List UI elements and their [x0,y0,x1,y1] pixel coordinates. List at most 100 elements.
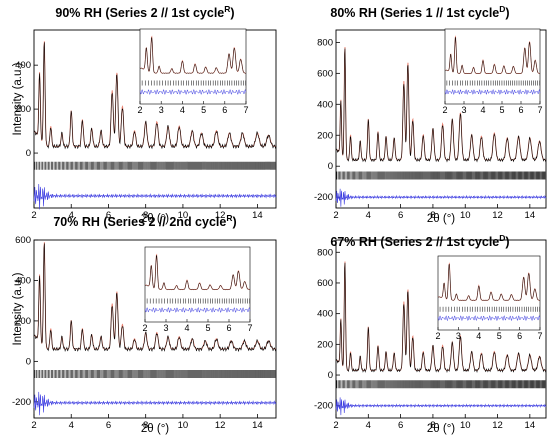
x-tick-label: 2 [31,420,36,431]
y-tick-label: -200 [12,397,31,408]
chart-title-main: 70% RH (Series 2 // 2nd cycle [53,215,226,229]
x-tick-label: 14 [525,210,536,221]
plot-frame [33,239,277,419]
y-tick-label: 600 [317,278,333,289]
y-tick-label: 600 [15,235,31,246]
inset-x-tick-label: 6 [222,105,227,115]
inset-x-tick-label: 5 [499,105,504,115]
x-tick-label: 14 [525,420,536,431]
y-tick-label: 800 [317,37,333,48]
x-axis-label: 2θ (°) [141,423,169,435]
x-tick-label: 12 [492,210,503,221]
x-tick-label: 12 [215,210,226,221]
inset-x-tick-label: 2 [142,323,147,333]
inset-x-tick-label: 3 [456,331,461,341]
x-tick-label: 4 [366,210,371,221]
inset-x-tick-label: 2 [435,331,440,341]
y-tick-label: 800 [317,247,333,258]
inset-x-tick-label: 3 [461,105,466,115]
inset-x-tick-label: 7 [247,323,252,333]
y-tick-label: -200 [314,401,333,412]
chart-title-main: 80% RH (Series 1 // 1st cycle [330,6,499,20]
x-tick-label: 12 [492,420,503,431]
inset-x-tick-label: 6 [517,331,522,341]
observed-profile-line [33,42,277,150]
x-tick-label: 2 [333,210,338,221]
x-axis-label: 2θ (°) [427,423,455,435]
difference-curve-line [33,184,277,210]
observed-profile-line [33,243,277,353]
y-tick-label: 0 [328,161,333,172]
chart-title-superscript: R [224,4,230,14]
inset-observed-line [139,36,247,74]
chart-title-close: ) [230,6,234,20]
x-tick-label: 4 [366,420,371,431]
observed-profile-line [335,48,547,163]
y-tick-label: 200 [15,104,31,115]
x-tick-label: 4 [69,420,74,431]
inset-x-tick-label: 4 [476,331,481,341]
y-tick-label: 400 [317,99,333,110]
x-tick-label: 6 [106,210,111,221]
x-tick-label: 2 [333,420,338,431]
inset-x-tick-label: 7 [537,331,542,341]
x-tick-label: 6 [106,420,111,431]
inset-x-tick-label: 7 [243,105,248,115]
inset-x-tick-label: 5 [201,105,206,115]
chart-title: 70% RH (Series 2 // 2nd cycleR) [53,213,236,229]
x-tick-label: 10 [460,210,471,221]
chart-title-superscript: D [499,4,505,14]
plot-frame [335,29,547,209]
inset-x-tick-label: 4 [180,105,185,115]
inset-x-tick-label: 6 [518,105,523,115]
difference-curve-line [33,391,277,416]
x-tick-label: 6 [398,210,403,221]
difference-curve-line [335,188,547,207]
inset-x-tick-label: 6 [226,323,231,333]
x-tick-label: 14 [252,420,263,431]
chart-panel-2: 80% RH (Series 1 // 1st cycleD) 2 4 6 8 10 12 1… [314,4,547,225]
inset-difference-line [437,314,541,322]
x-tick-label: 8 [430,420,435,431]
y-tick-label: 0 [26,148,31,159]
x-tick-label: 8 [143,420,148,431]
chart-title-close: ) [232,215,236,229]
chart-title: 90% RH (Series 2 // 1st cycleR) [55,4,234,20]
inset-difference-line [144,306,251,314]
x-tick-label: 8 [430,210,435,221]
chart-title-close: ) [505,6,509,20]
inset-x-tick-label: 3 [159,105,164,115]
y-tick-label: 200 [317,130,333,141]
y-tick-label: -200 [314,192,333,203]
y-axis-label: Intensity (a.u.) [12,62,24,135]
difference-curve-line [335,397,547,416]
y-tick-label: 0 [328,370,333,381]
chart-title-main: 90% RH (Series 2 // 1st cycle [55,6,224,20]
y-tick-label: 600 [317,68,333,79]
chart-title: 80% RH (Series 1 // 1st cycleD) [330,4,509,20]
x-tick-label: 14 [252,210,263,221]
chart-title-main: 67% RH (Series 2 // 1st cycle [330,235,499,249]
chart-title-superscript: R [226,213,232,223]
inset-observed-line [437,263,541,301]
chart-panel-3: 70% RH (Series 2 // 2nd cycleR) 2 4 6 8 10 12 1… [12,213,277,435]
y-tick-label: 400 [317,309,333,320]
inset-x-tick-label: 4 [480,105,485,115]
inset-x-tick-label: 5 [205,323,210,333]
inset-x-tick-label: 4 [184,323,189,333]
inset-difference-line [139,88,247,96]
y-tick-label: 200 [317,339,333,350]
chart-title-close: ) [505,235,509,249]
observed-profile-line [335,262,547,374]
x-axis-label: 2θ (°) [141,213,169,225]
x-tick-label: 6 [398,420,403,431]
x-tick-label: 10 [178,420,189,431]
inset-x-tick-label: 2 [442,105,447,115]
chart-panel-1: 90% RH (Series 2 // 1st cycleR)2 4 6 8 10 12 1… [12,4,277,225]
y-axis-label: Intensity (a.u.) [12,272,24,345]
y-tick-label: 400 [15,275,31,286]
x-tick-label: 10 [460,420,471,431]
y-tick-label: 200 [15,316,31,327]
inset-x-tick-label: 3 [163,323,168,333]
